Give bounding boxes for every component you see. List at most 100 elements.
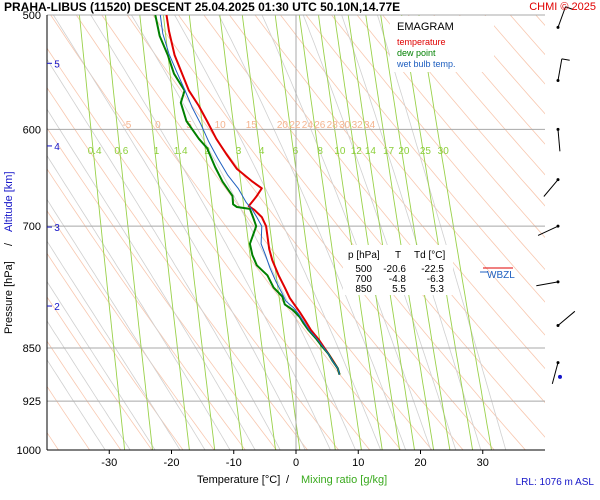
wind-barb [536,280,560,287]
x-axis-label-separator: / [286,474,290,486]
dry-adiabat [407,15,545,176]
dry-adiabat [47,296,153,450]
x-tick-label: 20 [414,457,426,469]
y-tick-label: 1000 [17,445,41,457]
mixing-ratio-line [298,15,362,450]
mixing-ratio-line [162,15,216,450]
table-cell: 850 [355,284,372,295]
table-header-t: T [395,250,401,261]
dry-adiabat [152,15,495,450]
mixing-ratio-label: 4 [259,146,265,157]
legend-dew-point: dew point [397,48,436,58]
mixing-ratio-line [78,15,126,450]
x-tick-label: -30 [101,457,117,469]
calm-marker [558,374,562,379]
barb-staff [551,362,559,384]
barb-staff [557,129,561,152]
dry-adiabat-label: 28 [327,120,339,131]
moist-adiabat [52,15,306,450]
table-cell: 500 [355,264,372,275]
mixing-ratio-label: 17 [383,146,395,157]
table-header-p: p [hPa] [348,250,380,261]
barb-dot [556,25,560,29]
dry-adiabat [101,15,433,450]
moist-adiabat [218,15,407,450]
legend-wet-bulb: wet bulb temp. [396,59,456,69]
moist-adiabat [47,359,106,450]
mixing-ratio-line [139,15,190,450]
x-axis-label-temperature: Temperature [°C] [197,474,280,486]
wind-barb [556,6,574,29]
barb-dot [556,224,560,228]
barb-staff [557,310,576,326]
wind-barb [556,58,570,82]
barb-feather [561,58,570,61]
wbzl-label: WBZL [487,270,515,281]
dry-adiabat-label: 32 [352,120,364,131]
moist-adiabat [130,15,356,450]
legend-title: EMAGRAM [397,21,454,33]
barb-dot [556,127,560,131]
mixing-ratio-line [418,15,492,450]
inplot-labels: 0.4 0.6 1 1.4 2 3 4 6 8 10 12 14 17 20 25 30-5 0 5 10 15 20 2… [88,120,450,157]
dry-adiabat [47,210,215,450]
x-tick-label: -10 [226,457,242,469]
mixing-ratio-label: 14 [365,146,377,157]
barb-staff [557,58,563,81]
barb-staff [543,179,559,197]
series-dew-point [154,15,341,375]
moist-adiabat [47,240,181,450]
wind-barb [556,310,576,327]
summary-table: p [hPa] T Td [°C] 500 -20.6 -22.5 700 -4… [343,245,453,295]
dry-adiabat-label: 0 [155,120,161,131]
dry-adiabat [50,15,371,450]
y-axis-label-pressure: Pressure [hPa] [3,261,15,334]
dry-adiabat [356,15,545,239]
wind-barb [551,361,560,384]
dry-adiabat [47,340,122,450]
altitude-tick-label: 5 [54,59,60,70]
mixing-ratio-label: 1 [154,146,160,157]
y-tick-label: 500 [23,10,41,22]
wind-barb [543,178,560,197]
dry-adiabat-label: -5 [122,120,131,131]
x-tick-label: 10 [352,457,364,469]
dry-adiabat [330,15,545,271]
x-tick-label: -20 [164,457,180,469]
moist-adiabat [47,58,281,450]
dry-adiabat [126,15,464,450]
altitude-tick-label: 4 [54,142,60,153]
dry-adiabat [254,15,545,370]
y-axis-label-separator: / [3,242,15,246]
wbzl-marker: WBZL [480,267,515,281]
wind-barb [556,127,561,152]
moist-adiabat [90,15,331,450]
table-cell: 700 [355,274,372,285]
mixing-ratio-label: 8 [317,146,323,157]
x-tick-label: 0 [293,457,299,469]
table-cell: -4.8 [389,274,407,285]
x-axis-label-mixing-ratio: Mixing ratio [g/kg] [301,474,387,486]
moist-adiabat [47,320,131,450]
chart-title: PRAHA-LIBUS (11520) DESCENT 25.04.2025 0… [4,0,400,14]
dry-adiabat [47,47,340,450]
profile-series [154,15,341,375]
dry-adiabat [458,15,545,115]
dry-adiabat [47,385,91,450]
dry-adiabat-label: 10 [215,120,227,131]
series-temperature [165,15,341,375]
table-cell: 5.3 [430,284,444,295]
legend: EMAGRAM temperature dew point wet bulb t… [390,16,494,72]
dry-adiabat [279,15,545,336]
y-tick-label: 700 [23,221,41,233]
table-cell: -22.5 [421,264,444,275]
dry-adiabat-label: 20 [277,120,289,131]
moist-adiabat [47,280,156,450]
table-cell: -20.6 [383,264,406,275]
barb-dot [556,361,560,365]
barb-staff [536,281,559,287]
x-tick-label: 30 [477,457,489,469]
barb-dot [556,178,560,182]
barb-staff [557,6,566,28]
mixing-ratio-line [188,15,244,450]
